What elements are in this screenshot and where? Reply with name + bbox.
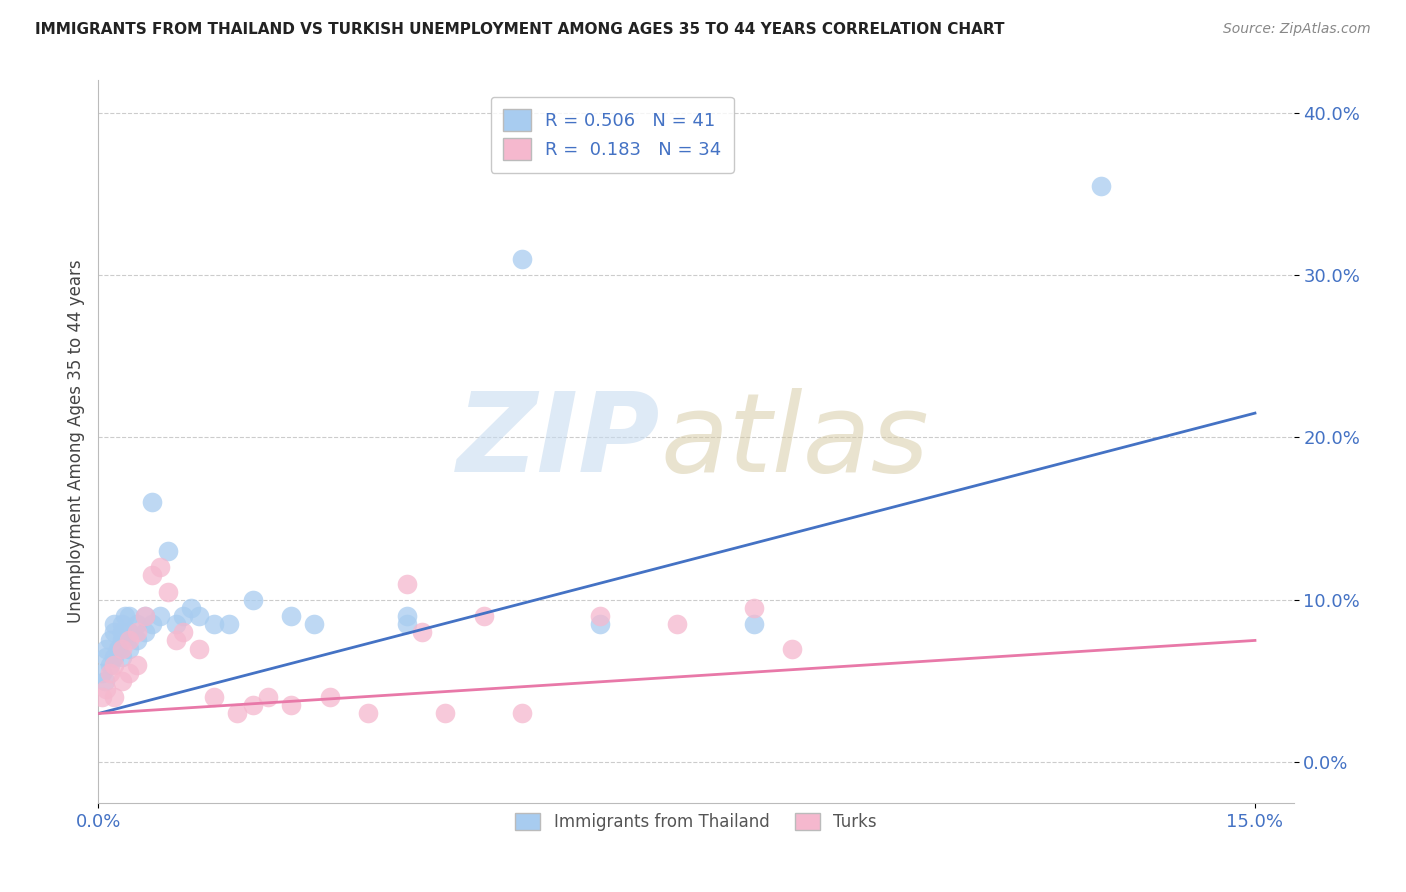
Point bbox=[257, 690, 280, 705]
Point bbox=[103, 690, 125, 705]
Point bbox=[103, 617, 125, 632]
Point bbox=[156, 584, 179, 599]
Point bbox=[134, 609, 156, 624]
Point bbox=[110, 649, 132, 664]
Point bbox=[226, 706, 249, 721]
Point bbox=[149, 560, 172, 574]
Point bbox=[94, 649, 117, 664]
Point bbox=[103, 625, 125, 640]
Point bbox=[98, 657, 121, 672]
Point bbox=[180, 601, 202, 615]
Point bbox=[125, 617, 148, 632]
Point bbox=[91, 690, 114, 705]
Point bbox=[110, 625, 132, 640]
Point bbox=[395, 617, 418, 632]
Point bbox=[165, 633, 187, 648]
Point bbox=[156, 544, 179, 558]
Point bbox=[118, 625, 141, 640]
Point bbox=[110, 617, 132, 632]
Text: ZIP: ZIP bbox=[457, 388, 661, 495]
Point bbox=[588, 617, 610, 632]
Point bbox=[304, 617, 326, 632]
Point bbox=[395, 609, 418, 624]
Legend: Immigrants from Thailand, Turks: Immigrants from Thailand, Turks bbox=[509, 806, 883, 838]
Point bbox=[165, 617, 187, 632]
Point bbox=[187, 641, 209, 656]
Point bbox=[125, 657, 148, 672]
Point bbox=[665, 617, 688, 632]
Point bbox=[141, 568, 163, 582]
Point bbox=[94, 682, 117, 697]
Point bbox=[118, 665, 141, 680]
Point bbox=[118, 641, 141, 656]
Point bbox=[103, 657, 125, 672]
Point bbox=[94, 641, 117, 656]
Point bbox=[742, 601, 765, 615]
Point bbox=[110, 673, 132, 688]
Point bbox=[134, 609, 156, 624]
Point bbox=[434, 706, 457, 721]
Point bbox=[141, 617, 163, 632]
Point bbox=[134, 625, 156, 640]
Point bbox=[110, 641, 132, 656]
Point bbox=[512, 706, 534, 721]
Point bbox=[357, 706, 380, 721]
Point bbox=[187, 609, 209, 624]
Point bbox=[242, 698, 264, 713]
Point bbox=[125, 625, 148, 640]
Point bbox=[103, 649, 125, 664]
Point bbox=[141, 495, 163, 509]
Y-axis label: Unemployment Among Ages 35 to 44 years: Unemployment Among Ages 35 to 44 years bbox=[66, 260, 84, 624]
Point bbox=[411, 625, 433, 640]
Point bbox=[1090, 178, 1112, 193]
Text: Source: ZipAtlas.com: Source: ZipAtlas.com bbox=[1223, 22, 1371, 37]
Point bbox=[107, 641, 129, 656]
Point bbox=[118, 609, 141, 624]
Text: atlas: atlas bbox=[661, 388, 929, 495]
Point bbox=[110, 633, 132, 648]
Point bbox=[202, 617, 225, 632]
Point bbox=[172, 625, 194, 640]
Point bbox=[98, 633, 121, 648]
Point bbox=[125, 633, 148, 648]
Point bbox=[472, 609, 495, 624]
Point bbox=[588, 609, 610, 624]
Point bbox=[218, 617, 240, 632]
Point bbox=[395, 576, 418, 591]
Point bbox=[93, 673, 115, 688]
Point bbox=[118, 633, 141, 648]
Point bbox=[319, 690, 342, 705]
Point bbox=[742, 617, 765, 632]
Point bbox=[114, 609, 136, 624]
Point bbox=[512, 252, 534, 266]
Point bbox=[172, 609, 194, 624]
Point bbox=[782, 641, 804, 656]
Point bbox=[149, 609, 172, 624]
Text: IMMIGRANTS FROM THAILAND VS TURKISH UNEMPLOYMENT AMONG AGES 35 TO 44 YEARS CORRE: IMMIGRANTS FROM THAILAND VS TURKISH UNEM… bbox=[35, 22, 1005, 37]
Point bbox=[280, 609, 302, 624]
Point bbox=[280, 698, 302, 713]
Point bbox=[98, 665, 121, 680]
Point bbox=[91, 665, 114, 680]
Point bbox=[242, 592, 264, 607]
Point bbox=[202, 690, 225, 705]
